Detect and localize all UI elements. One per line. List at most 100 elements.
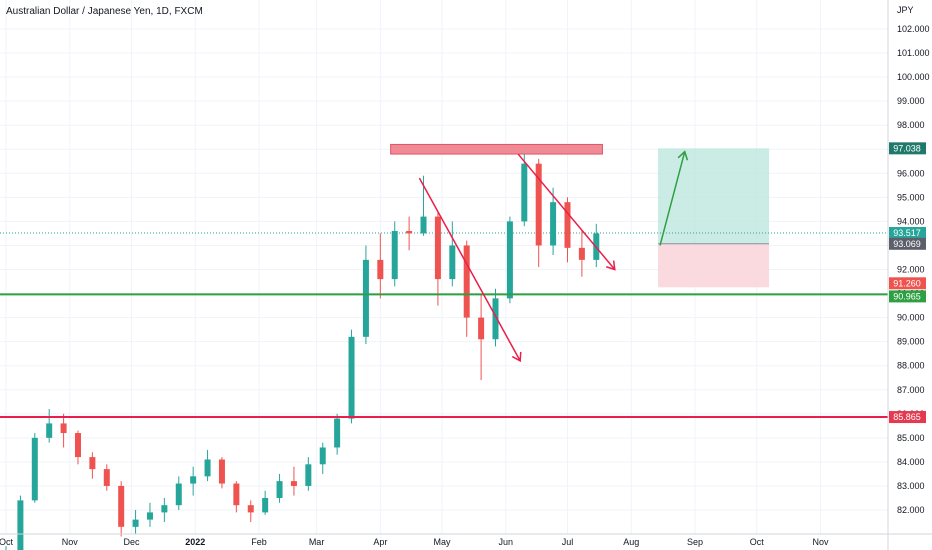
candle-body (463, 245, 470, 318)
time-tick-label: 2022 (185, 537, 205, 547)
candle-body (449, 245, 456, 280)
tag-entry-text: 93.069 (893, 239, 921, 249)
price-tick-label: 99.000 (897, 96, 925, 106)
time-tick-label: Oct (750, 537, 765, 547)
tag-support-red-text: 85.865 (893, 412, 921, 422)
price-tick-label: 92.000 (897, 265, 925, 275)
price-tick-label: 96.000 (897, 168, 925, 178)
candle-body (550, 202, 557, 246)
price-tick-label: 87.000 (897, 385, 925, 395)
candle-body (492, 298, 499, 340)
candle-body (161, 505, 168, 513)
candle-body (290, 481, 297, 486)
candle-body (305, 464, 312, 486)
time-tick-label: May (434, 537, 452, 547)
time-tick-label: Aug (623, 537, 639, 547)
candle-body (334, 418, 341, 448)
time-tick-label: Feb (251, 537, 267, 547)
price-tick-label: 88.000 (897, 361, 925, 371)
candle-body (420, 216, 427, 234)
candle-body (535, 163, 542, 246)
price-tick-label: 90.000 (897, 313, 925, 323)
falling-arrow-2-head (605, 260, 616, 271)
candle-body (74, 433, 81, 458)
price-axis[interactable]: 102.000101.000100.00099.00098.00097.0009… (897, 24, 930, 515)
candle-body (564, 202, 571, 248)
time-tick-label: Mar (309, 537, 325, 547)
candle-body (319, 447, 326, 465)
candle-body (348, 336, 355, 419)
candle-body (17, 500, 24, 550)
price-tick-label: 89.000 (897, 337, 925, 347)
candle-body (262, 497, 269, 513)
time-tick-label: Oct (0, 537, 13, 547)
tag-support-green (889, 290, 926, 303)
price-tick-label: 95.000 (897, 192, 925, 202)
time-axis[interactable]: Oct Nov Dec 2022 Feb Mar Apr May Jun Jul Aug Sep Oct… (0, 537, 829, 547)
price-tick-label: 82.000 (897, 505, 925, 515)
tag-stop (889, 277, 926, 290)
price-tick-label: 101.000 (897, 48, 930, 58)
candle-body (31, 437, 38, 501)
price-tick-label: 100.000 (897, 72, 930, 82)
loss-zone (657, 243, 770, 288)
candle-body (276, 481, 283, 498)
falling-arrow-1 (418, 177, 521, 362)
tag-entry (889, 237, 926, 250)
falling-arrow-1-head (511, 351, 522, 363)
candle-body (377, 259, 384, 280)
candle-body (103, 469, 110, 486)
time-tick-label: Nov (812, 537, 829, 547)
price-tick-label: 83.000 (897, 481, 925, 491)
candle-body (218, 459, 225, 484)
candle-body (118, 485, 125, 527)
candle-body (89, 457, 96, 470)
drawings (0, 143, 888, 419)
candle-body (362, 259, 369, 337)
candle-body (60, 423, 67, 434)
time-tick-label: Sep (687, 537, 703, 547)
candle-body (190, 476, 197, 484)
price-axis-unit: JPY (897, 5, 914, 15)
chart-title: Australian Dollar / Japanese Yen, 1D, FX… (6, 6, 203, 17)
resistance-zone (390, 143, 603, 155)
target-arrow (659, 151, 686, 246)
candle-body (434, 216, 441, 280)
price-tick-label: 98.000 (897, 120, 925, 130)
tag-support-red (889, 411, 926, 424)
candle-body (175, 483, 182, 506)
price-tick-label: 85.000 (897, 433, 925, 443)
time-tick-label: Dec (123, 537, 140, 547)
candle-body (478, 317, 485, 340)
candle-body (391, 231, 398, 280)
tag-support-green-text: 90.965 (893, 291, 921, 301)
time-tick-label: Nov (62, 537, 79, 547)
tag-target (889, 142, 926, 155)
candle-body (521, 163, 528, 222)
candle-body (578, 247, 585, 260)
candle-body (132, 519, 139, 527)
time-tick-label: Jul (562, 537, 574, 547)
price-tags: 97.03893.51714:58:2593.06991.26090.96585… (889, 142, 926, 424)
tag-target-text: 97.038 (893, 143, 921, 153)
falling-arrow-2 (517, 153, 616, 270)
price-tick-label: 94.000 (897, 216, 925, 226)
annotations (0, 148, 888, 288)
profit-zone (657, 148, 770, 244)
price-tick-label: 84.000 (897, 457, 925, 467)
tag-last-text: 93.517 (893, 228, 921, 238)
candle-body (247, 505, 254, 513)
candle-body (233, 483, 240, 506)
candle-body (506, 221, 513, 299)
candle-body (406, 231, 413, 234)
candle-body (46, 423, 53, 438)
target-arrow-head (677, 150, 689, 161)
tag-stop-text: 91.260 (893, 278, 921, 288)
candle-body (146, 512, 153, 520)
price-tick-label: 102.000 (897, 24, 930, 34)
candle-body (204, 459, 211, 477)
time-tick-label: Apr (373, 537, 387, 547)
time-tick-label: Jun (499, 537, 514, 547)
